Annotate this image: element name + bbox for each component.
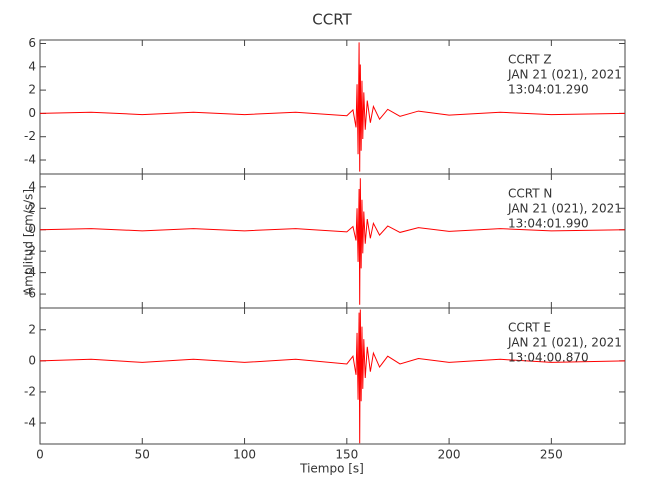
annotation: CCRT E (508, 321, 551, 335)
x-tick-label: 0 (36, 448, 44, 462)
y-tick-label: 4 (28, 59, 36, 73)
annotation: JAN 21 (021), 2021 (507, 68, 622, 82)
y-tick-label: -4 (24, 416, 36, 430)
x-axis-label: Tiempo [s] (299, 462, 364, 476)
annotation: JAN 21 (021), 2021 (507, 336, 622, 350)
y-tick-label: -4 (24, 265, 36, 279)
y-tick-label: -2 (24, 384, 36, 398)
annotation: CCRT Z (508, 53, 552, 67)
panel-frame (39, 307, 626, 445)
annotation: JAN 21 (021), 2021 (507, 202, 622, 216)
y-tick-label: -2 (24, 244, 36, 258)
y-tick-label: 6 (28, 36, 36, 50)
trace (39, 42, 626, 172)
annotation: 13:04:01.290 (508, 83, 589, 97)
y-tick-label: 0 (28, 106, 36, 120)
trace (39, 309, 626, 444)
y-tick-label: -2 (24, 129, 36, 143)
y-tick-label: 2 (28, 322, 36, 336)
annotation: 13:04:01.990 (508, 217, 589, 231)
chart-title: CCRT (312, 11, 352, 29)
x-tick-label: 50 (135, 448, 150, 462)
y-tick-label: 0 (28, 222, 36, 236)
y-tick-label: 4 (28, 179, 36, 193)
annotation: 13:04:00.870 (508, 351, 589, 365)
y-axis-label: Amplitud [cm/s/s] (22, 189, 36, 295)
y-tick-label: -6 (24, 287, 36, 301)
x-tick-label: 200 (438, 448, 461, 462)
y-tick-label: 2 (28, 83, 36, 97)
y-tick-label: -4 (24, 153, 36, 167)
x-tick-label: 150 (335, 448, 358, 462)
y-tick-label: 0 (28, 353, 36, 367)
trace (39, 178, 626, 305)
x-tick-label: 100 (233, 448, 256, 462)
y-tick-label: 2 (28, 201, 36, 215)
annotation: CCRT N (508, 187, 552, 201)
x-tick-label: 250 (540, 448, 563, 462)
